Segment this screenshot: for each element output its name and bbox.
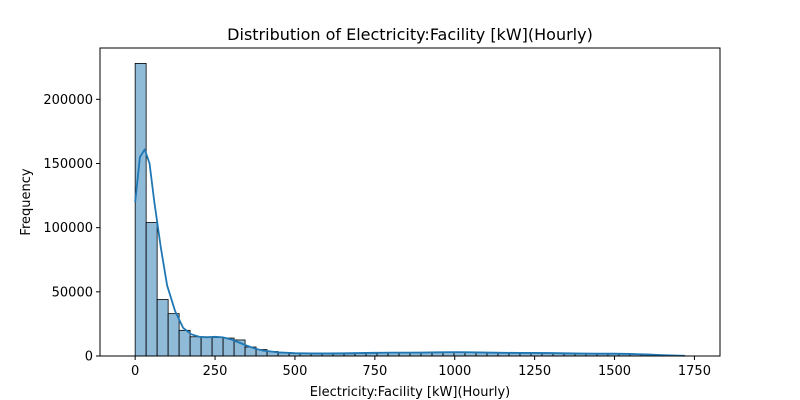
chart-title: Distribution of Electricity:Facility [kW… — [227, 25, 593, 44]
histogram-bar — [189, 336, 202, 357]
kde-curve — [134, 148, 685, 357]
x-tick-label: 0 — [131, 364, 139, 379]
x-tick-label: 1000 — [438, 364, 471, 379]
x-axis-ticks: 0 250 500 750 1000 1250 1500 1750 — [131, 356, 711, 379]
histogram-bar — [211, 336, 224, 357]
histogram-bar — [178, 329, 191, 357]
histogram-bar — [145, 222, 158, 357]
x-tick-label: 1250 — [518, 364, 551, 379]
x-tick-label: 250 — [203, 364, 228, 379]
x-axis-label: Electricity:Facility [kW](Hourly) — [310, 385, 510, 400]
x-tick-label: 750 — [362, 364, 387, 379]
histogram-bar — [167, 313, 180, 357]
y-tick-label: 0 — [85, 350, 93, 365]
histogram-bar — [200, 336, 213, 357]
y-tick-label: 200000 — [43, 93, 93, 108]
y-axis-ticks: 0 50000 100000 150000 200000 — [43, 93, 100, 365]
x-tick-label: 1500 — [598, 364, 631, 379]
x-tick-label: 500 — [283, 364, 308, 379]
y-tick-label: 150000 — [43, 157, 93, 172]
plot-frame — [99, 47, 721, 357]
y-tick-label: 50000 — [52, 285, 93, 300]
histogram-bar — [156, 299, 169, 357]
x-tick-label: 1750 — [678, 364, 711, 379]
histogram-bar — [134, 63, 147, 357]
y-tick-label: 100000 — [43, 221, 93, 236]
kde-curve-layer — [134, 148, 685, 357]
y-axis-label: Frequency — [19, 168, 34, 235]
